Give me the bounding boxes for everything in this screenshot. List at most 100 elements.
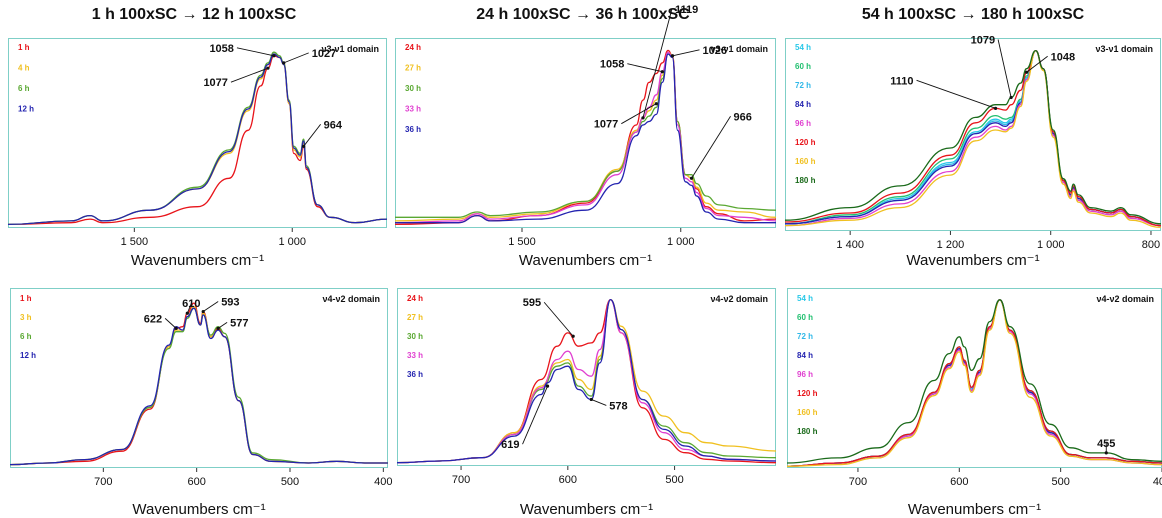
peak-annotation: 455 bbox=[1097, 438, 1115, 450]
x-tick-label: 600 bbox=[950, 476, 968, 488]
legend-entry: 1 h bbox=[18, 43, 30, 52]
annotation-arrowhead bbox=[1009, 95, 1013, 100]
annotation-arrowhead bbox=[1104, 451, 1108, 455]
series-line-3h bbox=[9, 305, 388, 466]
x-axis-label: Wavenumbers cm⁻¹ bbox=[518, 252, 653, 269]
x-tick-label: 400 bbox=[1153, 476, 1162, 488]
peak-annotation: 1048 bbox=[1051, 51, 1075, 63]
legend-entry: 36 h bbox=[407, 370, 423, 379]
annotation-arrowhead bbox=[545, 384, 550, 388]
annotation-arrowhead bbox=[282, 61, 286, 65]
peak-annotation: 1077 bbox=[594, 119, 618, 131]
x-tick-label: 1 000 bbox=[278, 236, 306, 248]
series-line-36h bbox=[394, 53, 776, 224]
annotation-arrowhead bbox=[641, 116, 645, 120]
annotation-arrowhead bbox=[266, 66, 270, 70]
x-tick-label: 500 bbox=[1051, 476, 1069, 488]
annotation-arrowhead bbox=[272, 54, 276, 58]
annotation-arrow bbox=[543, 301, 574, 337]
annotation-arrowhead bbox=[201, 309, 205, 314]
peak-annotation: 966 bbox=[734, 111, 752, 123]
x-tick-label: 1 200 bbox=[937, 239, 965, 251]
legend-entry: 12 h bbox=[18, 105, 34, 114]
annotation-arrowhead bbox=[670, 54, 675, 58]
legend-entry: 27 h bbox=[405, 64, 421, 73]
legend-entry: 160 h bbox=[797, 408, 818, 417]
annotation-arrowhead bbox=[302, 144, 306, 148]
annotation-arrowhead bbox=[589, 397, 593, 402]
annotation-arrow bbox=[627, 63, 663, 73]
annotation-arrow bbox=[997, 39, 1012, 98]
legend-entry: 84 h bbox=[797, 351, 813, 360]
annotation-arrowhead bbox=[216, 326, 220, 330]
peak-annotation: 1026 bbox=[702, 45, 726, 57]
legend-entry: 72 h bbox=[797, 332, 813, 341]
series-line-160h bbox=[784, 49, 1162, 229]
series-line-36h bbox=[396, 298, 777, 464]
plot-frame bbox=[8, 38, 387, 228]
domain-label: ν4-ν2 domain bbox=[1096, 294, 1154, 304]
legend-entry: 54 h bbox=[795, 43, 811, 52]
peak-annotation: 1110 bbox=[890, 75, 913, 87]
x-tick-label: 1 000 bbox=[1037, 239, 1065, 251]
x-axis-label: Wavenumbers cm⁻¹ bbox=[906, 252, 1040, 269]
annotation-arrow bbox=[621, 103, 657, 125]
spectrum-chart: 54 h 60 h 72 h 84 h 96 h 120 h 160 h 180 h ν4-ν2… bbox=[786, 288, 1162, 488]
annotation-arrowhead bbox=[993, 106, 998, 110]
legend-entry: 96 h bbox=[797, 370, 813, 379]
peak-annotation: 577 bbox=[230, 317, 248, 329]
series-line-1h bbox=[7, 55, 388, 226]
x-tick-label: 600 bbox=[187, 476, 205, 488]
annotation-arrow bbox=[202, 301, 219, 312]
peak-annotation: 593 bbox=[221, 297, 239, 309]
domain-label: ν3-ν1 domain bbox=[1095, 44, 1153, 54]
peak-annotation: 1058 bbox=[600, 59, 624, 71]
peak-annotation: 1027 bbox=[312, 48, 336, 60]
peak-annotation: 964 bbox=[324, 119, 343, 131]
legend-entry: 1 h bbox=[20, 294, 32, 303]
legend-entry: 30 h bbox=[405, 84, 421, 93]
legend-entry: 180 h bbox=[795, 176, 816, 185]
legend-entry: 33 h bbox=[405, 105, 421, 114]
series-line-24h bbox=[396, 298, 777, 464]
legend-entry: 3 h bbox=[20, 313, 32, 322]
x-tick-label: 600 bbox=[559, 474, 577, 486]
x-tick-label: 500 bbox=[281, 476, 299, 488]
series-line-30h bbox=[396, 298, 777, 464]
series-line-96h bbox=[784, 49, 1162, 227]
peak-annotation: 1119 bbox=[675, 4, 698, 16]
annotation-arrowhead bbox=[571, 334, 575, 338]
legend-entry: 27 h bbox=[407, 313, 423, 322]
peak-annotation: 1079 bbox=[971, 35, 995, 47]
spectrum-panel-1: 1 h 4 h 6 h 12 h ν3-ν1 domain 1 500 1 000 1058 1… bbox=[7, 38, 388, 248]
legend-entry: 6 h bbox=[18, 84, 30, 93]
annotation-arrow bbox=[591, 399, 607, 406]
spectrum-panel-5: 24 h 27 h 30 h 33 h 36 h ν4-ν2 domain 700 600 50… bbox=[396, 288, 777, 486]
series-line-27h bbox=[396, 298, 777, 464]
legend-entry: 60 h bbox=[797, 313, 813, 322]
legend-entry: 30 h bbox=[407, 332, 423, 341]
series-line-6h bbox=[7, 51, 388, 226]
x-tick-label: 1 500 bbox=[508, 236, 536, 248]
series-line-180h bbox=[784, 49, 1162, 225]
spectrum-panel-2: 24 h 27 h 30 h 33 h 36 h ν3-ν1 domain 1 500 1 0… bbox=[394, 4, 777, 248]
x-tick-label: 1 000 bbox=[667, 236, 695, 248]
spectrum-chart: 24 h 27 h 30 h 33 h 36 h ν3-ν1 domain 1 500 1 0… bbox=[394, 4, 777, 248]
annotation-arrow bbox=[672, 49, 700, 57]
legend-entry: 160 h bbox=[795, 157, 816, 166]
domain-label: ν4-ν2 domain bbox=[710, 294, 768, 304]
annotation-arrow bbox=[230, 67, 269, 83]
legend-entry: 4 h bbox=[18, 64, 30, 73]
annotation-arrow bbox=[236, 47, 275, 57]
spectrum-chart: 1 h 4 h 6 h 12 h ν3-ν1 domain 1 500 1 000 1058 1… bbox=[7, 38, 388, 248]
x-axis-label: Wavenumbers cm⁻¹ bbox=[907, 501, 1042, 518]
legend-entry: 24 h bbox=[405, 43, 421, 52]
series-line-12h bbox=[9, 307, 388, 466]
series-line-33h bbox=[394, 51, 777, 224]
annotation-arrow bbox=[1026, 55, 1048, 73]
annotation-arrowhead bbox=[689, 176, 694, 180]
annotation-arrow bbox=[186, 303, 192, 314]
column-title-1: 1 h 100xSC → 12 h 100xSC bbox=[91, 6, 297, 23]
plot-frame bbox=[397, 288, 776, 466]
series-line-33h bbox=[396, 298, 777, 464]
